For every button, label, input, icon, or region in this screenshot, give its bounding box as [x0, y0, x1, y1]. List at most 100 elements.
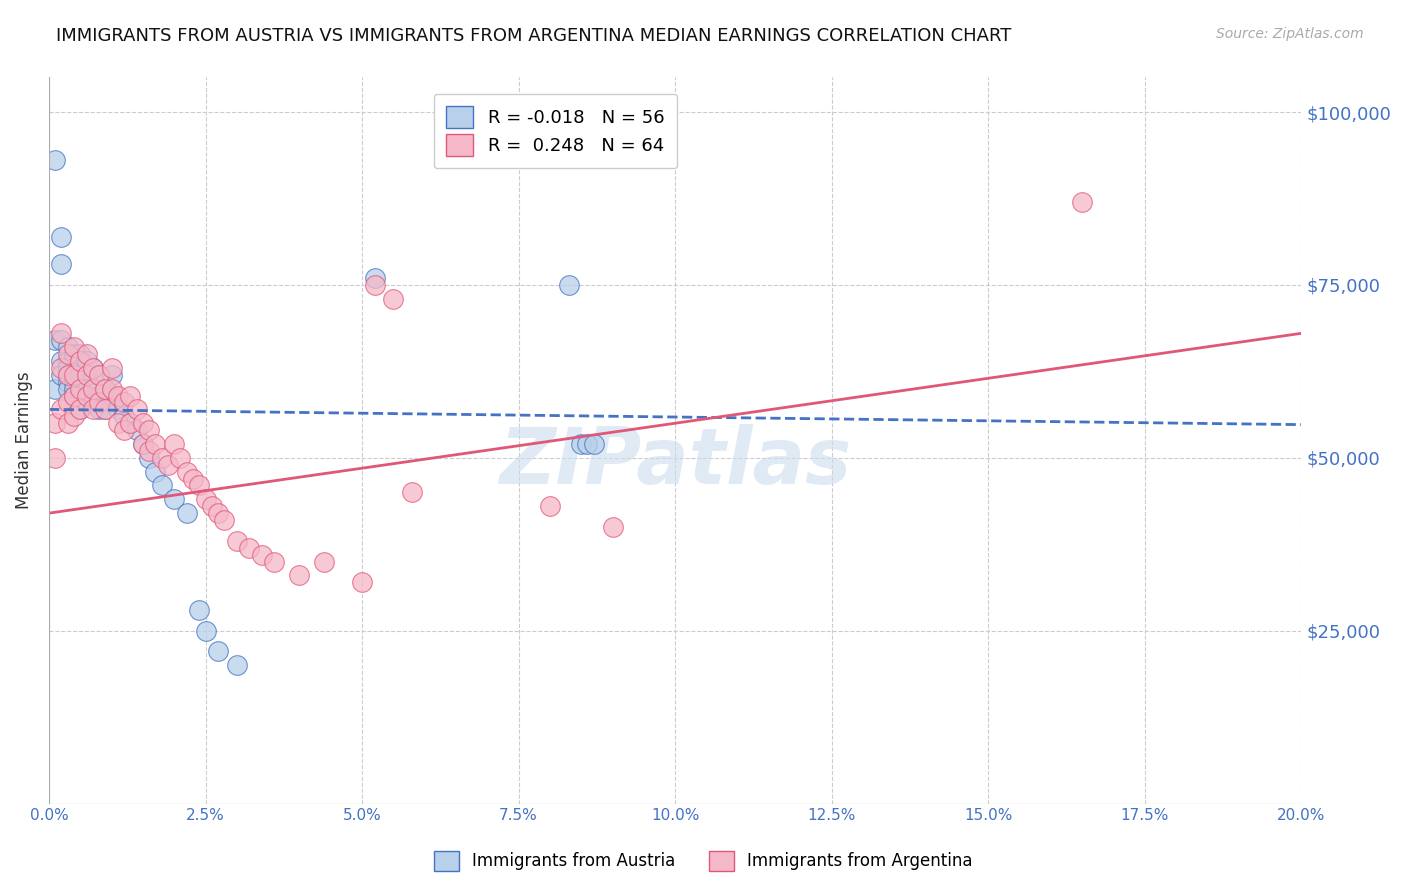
Point	[51, 360, 73, 375]
Point	[112, 409, 135, 424]
Point	[94, 402, 117, 417]
Point	[163, 437, 186, 451]
Point	[181, 472, 204, 486]
Point	[100, 368, 122, 382]
Point	[56, 368, 79, 382]
Point	[63, 368, 86, 382]
Point	[63, 375, 86, 389]
Point	[87, 368, 110, 382]
Point	[112, 395, 135, 409]
Point	[82, 382, 104, 396]
Point	[56, 347, 79, 361]
Point	[145, 465, 167, 479]
Point	[56, 354, 79, 368]
Point	[188, 603, 211, 617]
Point	[538, 500, 561, 514]
Point	[44, 153, 66, 168]
Point	[44, 416, 66, 430]
Point	[76, 347, 98, 361]
Point	[82, 360, 104, 375]
Point	[44, 382, 66, 396]
Point	[82, 395, 104, 409]
Legend: Immigrants from Austria, Immigrants from Argentina: Immigrants from Austria, Immigrants from…	[425, 842, 981, 880]
Point	[156, 458, 179, 472]
Point	[63, 347, 86, 361]
Point	[363, 271, 385, 285]
Text: Source: ZipAtlas.com: Source: ZipAtlas.com	[1216, 27, 1364, 41]
Point	[352, 575, 374, 590]
Point	[176, 465, 198, 479]
Point	[51, 257, 73, 271]
Point	[63, 340, 86, 354]
Point	[94, 382, 117, 396]
Point	[557, 277, 579, 292]
Point	[163, 492, 186, 507]
Point	[100, 360, 122, 375]
Point	[87, 402, 110, 417]
Text: IMMIGRANTS FROM AUSTRIA VS IMMIGRANTS FROM ARGENTINA MEDIAN EARNINGS CORRELATION: IMMIGRANTS FROM AUSTRIA VS IMMIGRANTS FR…	[56, 27, 1011, 45]
Point	[132, 437, 155, 451]
Point	[56, 360, 79, 375]
Point	[120, 416, 142, 430]
Point	[51, 368, 73, 382]
Y-axis label: Median Earnings: Median Earnings	[15, 372, 32, 509]
Point	[63, 382, 86, 396]
Point	[150, 478, 173, 492]
Point	[76, 382, 98, 396]
Point	[576, 437, 599, 451]
Point	[69, 347, 91, 361]
Point	[100, 382, 122, 396]
Point	[51, 402, 73, 417]
Point	[51, 229, 73, 244]
Point	[63, 360, 86, 375]
Point	[107, 402, 129, 417]
Point	[63, 388, 86, 402]
Point	[69, 354, 91, 368]
Point	[125, 423, 148, 437]
Point	[87, 395, 110, 409]
Point	[82, 382, 104, 396]
Point	[100, 388, 122, 402]
Point	[94, 402, 117, 417]
Point	[120, 416, 142, 430]
Point	[56, 368, 79, 382]
Point	[69, 402, 91, 417]
Point	[76, 368, 98, 382]
Point	[76, 354, 98, 368]
Point	[56, 375, 79, 389]
Point	[207, 644, 229, 658]
Point	[112, 423, 135, 437]
Text: ZIPatlas: ZIPatlas	[499, 425, 851, 500]
Point	[194, 624, 217, 638]
Point	[188, 478, 211, 492]
Point	[76, 395, 98, 409]
Point	[69, 368, 91, 382]
Legend: R = -0.018   N = 56, R =  0.248   N = 64: R = -0.018 N = 56, R = 0.248 N = 64	[433, 94, 678, 169]
Point	[56, 395, 79, 409]
Point	[76, 368, 98, 382]
Point	[150, 450, 173, 465]
Point	[107, 416, 129, 430]
Point	[76, 388, 98, 402]
Point	[314, 555, 336, 569]
Point	[69, 382, 91, 396]
Point	[363, 277, 385, 292]
Point	[138, 450, 160, 465]
Point	[82, 402, 104, 417]
Point	[225, 658, 247, 673]
Point	[207, 506, 229, 520]
Point	[582, 437, 605, 451]
Point	[56, 340, 79, 354]
Point	[125, 402, 148, 417]
Point	[44, 333, 66, 347]
Point	[138, 443, 160, 458]
Point	[56, 416, 79, 430]
Point	[63, 388, 86, 402]
Point	[51, 333, 73, 347]
Point	[87, 368, 110, 382]
Point	[138, 423, 160, 437]
Point	[145, 437, 167, 451]
Point	[82, 360, 104, 375]
Point	[225, 533, 247, 548]
Point	[120, 388, 142, 402]
